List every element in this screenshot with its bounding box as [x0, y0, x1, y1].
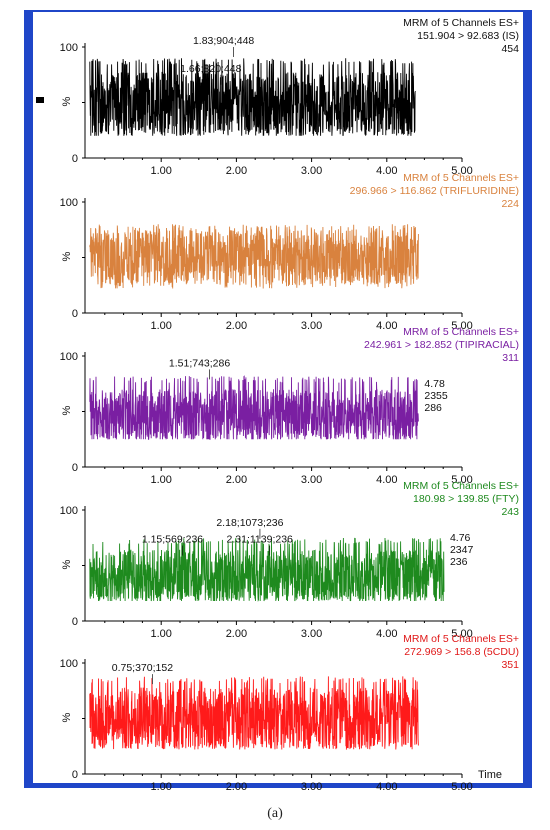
- end-peak-label: 2347: [450, 544, 474, 556]
- x-tick-label: 2.00: [226, 474, 247, 486]
- x-tick-label: 2.00: [226, 628, 247, 640]
- x-tick-label: 4.00: [376, 320, 397, 332]
- y-tick-label: 0: [72, 616, 78, 628]
- channel-label-line: MRM of 5 Channels ES+: [403, 480, 519, 492]
- peak-annotation: 2.18;1073;236: [216, 517, 283, 529]
- end-peak-label: 236: [450, 556, 468, 568]
- channel-label-line: 151.904 > 92.683 (IS): [417, 30, 519, 42]
- y-tick-label: 100: [60, 197, 78, 209]
- channel-label-line: MRM of 5 Channels ES+: [403, 172, 519, 184]
- chromatogram-panel-2: 100% 0 1.00 2.00 3.00 4.00 5.00 MRM of 5 Channe…: [60, 172, 520, 332]
- peak-annotation: 2.31;1139;236: [227, 534, 294, 546]
- y-tick-label: 100: [60, 351, 78, 363]
- chromatogram-panel-4: 100% 0 1.00 2.00 3.00 4.00 5.00 MRM of 5 Channe…: [60, 480, 520, 640]
- end-peak-label: 286: [424, 402, 442, 414]
- frame-bottom-bar: [24, 783, 532, 788]
- channel-label-line: 311: [502, 352, 519, 364]
- y-tick-label: %: [61, 406, 73, 416]
- channel-label-line: 180.98 > 139.85 (FTY): [413, 493, 519, 505]
- signal-trace: [89, 537, 445, 602]
- signal-trace: [89, 375, 419, 440]
- x-tick-label: 4.00: [376, 474, 397, 486]
- x-tick-label: 5.00: [451, 165, 472, 177]
- channel-label-line: 296.966 > 116.862 (TRIFLURIDINE): [350, 185, 519, 197]
- x-tick-label: 5.00: [451, 474, 472, 486]
- x-tick-label: 1.00: [150, 320, 171, 332]
- x-tick-label: 1.00: [150, 474, 171, 486]
- x-tick-label: 4.00: [376, 628, 397, 640]
- signal-trace: [89, 58, 416, 137]
- y-tick-label: 0: [72, 462, 78, 474]
- channel-label-line: 243: [501, 506, 519, 518]
- x-tick-label: 2.00: [226, 320, 247, 332]
- channel-label-line: 272.969 > 156.8 (5CDU): [404, 646, 519, 658]
- x-tick-label: 2.00: [226, 165, 247, 177]
- channel-label-line: 224: [501, 198, 519, 210]
- chromatogram-panel-1: 100% 0 1.00 2.00 3.00 4.00 5.00 MRM of 5 Channe…: [60, 17, 520, 177]
- x-tick-label: 3.00: [301, 165, 322, 177]
- channel-label-line: MRM of 5 Channels ES+: [403, 326, 519, 338]
- channel-label-line: 242.961 > 182.852 (TIPIRACIAL): [364, 339, 519, 351]
- x-tick-label: 2.00: [226, 781, 247, 793]
- y-tick-label: 0: [72, 308, 78, 320]
- x-tick-label: 5.00: [451, 628, 472, 640]
- y-tick-label: 100: [60, 42, 78, 54]
- x-tick-label: 4.00: [376, 781, 397, 793]
- x-tick-label: 3.00: [301, 781, 322, 793]
- peak-annotation: 0.75;370;152: [112, 662, 173, 674]
- channel-label-line: 454: [501, 43, 519, 55]
- channel-label-line: MRM of 5 Channels ES+: [403, 633, 519, 645]
- x-tick-label: 5.00: [451, 781, 472, 793]
- x-tick-label: 1.00: [150, 628, 171, 640]
- figure-caption: (a): [267, 806, 283, 821]
- chromatogram-panel-3: 100% 0 1.00 2.00 3.00 4.00 5.00 MRM of 5 Channe…: [60, 326, 520, 486]
- channel-label-line: 351: [501, 659, 519, 671]
- peak-annotation: 1.66;820;448: [180, 63, 241, 75]
- y-tick-label: 0: [72, 769, 78, 781]
- end-peak-label: 4.78: [424, 378, 445, 390]
- frame-right-bar: [523, 10, 532, 785]
- x-tick-label: 5.00: [451, 320, 472, 332]
- time-axis-label: Time: [478, 769, 502, 781]
- y-tick-label: %: [61, 252, 73, 262]
- x-tick-label: 3.00: [301, 320, 322, 332]
- y-tick-label: %: [61, 560, 73, 570]
- signal-trace: [89, 676, 419, 750]
- y-tick-label: %: [61, 713, 73, 723]
- peak-annotation: 1.51;743;286: [169, 357, 230, 369]
- chromatogram-panel-5: 100% 0 1.00 2.00 3.00 4.00 5.00 MRM of 5 Channe…: [60, 633, 520, 793]
- channel-label-line: MRM of 5 Channels ES+: [403, 17, 519, 29]
- signal-trace: [89, 224, 419, 289]
- frame-left-mark: [36, 97, 44, 103]
- y-tick-label: 100: [60, 505, 78, 517]
- y-tick-label: 0: [72, 153, 78, 165]
- y-tick-label: 100: [60, 658, 78, 670]
- x-tick-label: 1.00: [150, 165, 171, 177]
- y-tick-label: %: [61, 97, 73, 107]
- x-tick-label: 3.00: [301, 474, 322, 486]
- x-tick-label: 3.00: [301, 628, 322, 640]
- peak-annotation: 1.15;569;236: [142, 534, 203, 546]
- end-peak-label: 4.76: [450, 532, 471, 544]
- x-tick-label: 4.00: [376, 165, 397, 177]
- end-peak-label: 2355: [424, 390, 448, 402]
- peak-annotation: 1.83;904;448: [193, 35, 254, 47]
- frame-left-bar: [24, 10, 33, 785]
- x-tick-label: 1.00: [150, 781, 171, 793]
- frame-top-line: [24, 10, 532, 12]
